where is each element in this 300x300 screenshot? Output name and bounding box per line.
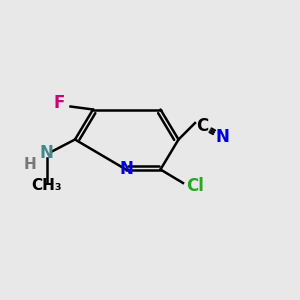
Text: N: N <box>119 160 133 178</box>
Text: N: N <box>215 128 229 146</box>
Text: CH₃: CH₃ <box>31 178 62 194</box>
Text: N: N <box>40 144 53 162</box>
Text: Cl: Cl <box>186 177 204 195</box>
Text: C: C <box>196 117 208 135</box>
Text: F: F <box>53 94 64 112</box>
Text: H: H <box>24 157 36 172</box>
